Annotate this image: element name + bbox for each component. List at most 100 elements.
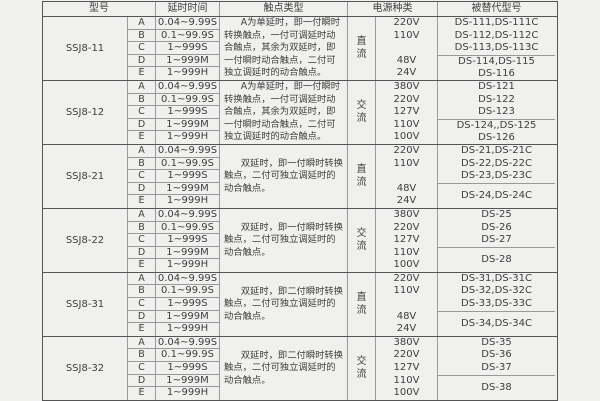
replaced-models-top: DS-25 DS-26 DS-27	[438, 209, 555, 248]
delay-range-cell: 1~999S	[155, 298, 219, 311]
variant-letter-cell: B	[127, 157, 155, 171]
replaced-model-value: DS-23,DS-23C	[461, 170, 532, 182]
replaced-model-value: DS-111,DS-111C	[454, 17, 539, 28]
replaced-models-bottom: DS-28	[438, 248, 555, 272]
replaced-models-cell: DS-111,DS-111C DS-112,DS-112C DS-113,DS-11…	[437, 17, 555, 80]
delay-range-cell: 0.1~99.9S	[155, 221, 219, 235]
delay-range-cell: 0.04~9.99S	[155, 144, 219, 158]
replaced-models-cell: DS-121 DS-122 DS-123 DS-124,,DS-125 DS-126	[437, 80, 555, 144]
power-kind-char: 流	[356, 49, 367, 61]
voltage-value: 110V	[393, 118, 420, 130]
delay-range-cell: 1~999M	[155, 374, 219, 388]
voltage-list: 220V 110V 48V 24V	[375, 17, 437, 80]
voltage-value	[376, 42, 437, 55]
replaced-models-cell: DS-21,DS-21C DS-22,DS-22C DS-23,DS-23C DS-2…	[437, 144, 555, 208]
power-kind-char: 交	[356, 100, 367, 112]
delay-range-cell: 0.04~9.99S	[155, 208, 219, 222]
header-power-kind: 电源种类	[347, 2, 437, 16]
replaced-model-value: DS-36	[481, 349, 512, 361]
voltage-value: 110V	[393, 285, 420, 297]
model-cell: SSJ8-22	[65, 234, 105, 246]
delay-range-cell: 1~999H	[155, 131, 219, 144]
power-kind-char: 流	[356, 241, 367, 253]
voltage-value: 380V	[393, 336, 420, 348]
header-delay-time: 延时时间	[155, 2, 219, 16]
contact-type-cell: 双延时，即一付瞬时转换触点，二付可独立调延时的动合触点。	[219, 144, 347, 208]
replaced-models-bottom: DS-114,DS-115 DS-116	[438, 56, 555, 80]
model-block: SSJ8-12 A 0.04~9.99S B 0.1~99.9S C 1~999S D 1~99…	[43, 79, 557, 144]
voltage-value: 127V	[393, 106, 420, 118]
replaced-models-bottom: DS-38	[438, 376, 555, 400]
delay-range-cell: 1~999S	[155, 362, 219, 375]
variant-letter-cell: A	[127, 80, 155, 94]
replaced-model-value: DS-21,DS-21C	[461, 144, 532, 156]
delay-range-cell: 1~999M	[155, 182, 219, 196]
variant-letter-cell: D	[127, 182, 155, 196]
replaced-model-value: DS-34,DS-34C	[461, 317, 532, 329]
variant-letter-cell: C	[127, 362, 155, 375]
variant-letter-cell: E	[127, 387, 155, 400]
variant-letter-cell: E	[127, 195, 155, 208]
variant-letter-cell: E	[127, 323, 155, 336]
replaced-model-value: DS-31,DS-31C	[461, 272, 532, 284]
voltage-value: 220V	[393, 17, 420, 28]
delay-range-cell: 1~999H	[155, 67, 219, 80]
variant-letter-cell: D	[127, 246, 155, 260]
delay-range-cell: 1~999H	[155, 387, 219, 400]
variant-letter-cell: A	[127, 272, 155, 286]
delay-range-cell: 1~999H	[155, 323, 219, 336]
delay-range-cell: 1~999S	[155, 106, 219, 119]
model-cell: SSJ8-32	[65, 362, 105, 374]
replaced-model-value: DS-38	[481, 381, 512, 393]
voltage-value: 100V	[393, 131, 420, 143]
voltage-value: 110V	[393, 374, 420, 386]
delay-range-cell: 0.04~9.99S	[155, 17, 219, 30]
voltage-value: 48V	[396, 310, 417, 322]
voltage-value	[376, 298, 437, 311]
replaced-model-value: DS-35	[481, 336, 512, 348]
variant-letter-cell: A	[127, 17, 155, 30]
variant-letter-cell: D	[127, 310, 155, 324]
contact-type-cell: 双延时，即二付瞬时转换触点，二付可独立调延时的动合触点。	[219, 336, 347, 400]
replaced-models-bottom: DS-24,DS-24C	[438, 184, 555, 208]
delay-range-cell: 1~999H	[155, 195, 219, 208]
replaced-model-value: DS-121	[478, 80, 515, 92]
contact-type-text: 双延时，即一付瞬时转换触点，二付可独立调延时的动合触点。	[224, 157, 344, 194]
voltage-value: 100V	[393, 259, 420, 271]
voltage-value: 110V	[393, 29, 420, 41]
power-kind-cell: 直流	[347, 144, 375, 208]
model-block: SSJ8-21 A 0.04~9.99S B 0.1~99.9S C 1~999S D 1~99…	[43, 143, 557, 208]
power-kind-char: 直	[356, 164, 367, 176]
variant-letter-cell: E	[127, 67, 155, 80]
contact-type-cell: A为单延时，即一付瞬时转换触点，一付可调延时动合触点，其余为双延时，即一付瞬时动…	[219, 80, 347, 144]
replaced-model-value: DS-114,DS-115	[458, 55, 535, 67]
contact-type-text: 双延时，即二付瞬时转换触点，二付可独立调延时的动合触点。	[224, 349, 344, 386]
replaced-model-value: DS-112,DS-112C	[454, 29, 539, 41]
variant-letter-cell: B	[127, 221, 155, 235]
header-contact-type: 触点类型	[219, 2, 347, 16]
delay-range-cell: 0.1~99.9S	[155, 157, 219, 171]
voltage-value: 24V	[396, 195, 417, 207]
power-kind-char: 流	[356, 177, 367, 189]
delay-range-cell: 0.1~99.9S	[155, 29, 219, 43]
delay-range-cell: 0.1~99.9S	[155, 349, 219, 363]
delay-range-cell: 0.04~9.99S	[155, 80, 219, 94]
delay-range-cell: 1~999S	[155, 42, 219, 55]
voltage-list: 380V 220V 127V 110V 100V	[375, 80, 437, 144]
variant-letter-cell: C	[127, 170, 155, 183]
delay-range-cell: 0.04~9.99S	[155, 272, 219, 286]
delay-range-cell: 1~999H	[155, 259, 219, 272]
contact-type-text: 双延时，即二付瞬时转换触点，二付可独立调延时的动合触点。	[224, 285, 344, 322]
replaced-models-bottom: DS-34,DS-34C	[438, 312, 555, 336]
variant-letter-cell: C	[127, 106, 155, 119]
power-kind-char: 直	[356, 292, 367, 304]
replaced-models-cell: DS-31,DS-31C DS-32,DS-32C DS-33,DS-33C DS-3…	[437, 272, 555, 336]
header-model: 型号	[89, 3, 109, 14]
voltage-value: 110V	[393, 157, 420, 169]
replaced-model-value: DS-126	[478, 131, 515, 143]
voltage-value: 127V	[393, 234, 420, 246]
delay-range-cell: 1~999M	[155, 54, 219, 68]
voltage-value	[376, 170, 437, 183]
model-block: SSJ8-31 A 0.04~9.99S B 0.1~99.9S C 1~999S D 1~99…	[43, 271, 557, 336]
replaced-model-value: DS-22,DS-22C	[461, 157, 532, 169]
